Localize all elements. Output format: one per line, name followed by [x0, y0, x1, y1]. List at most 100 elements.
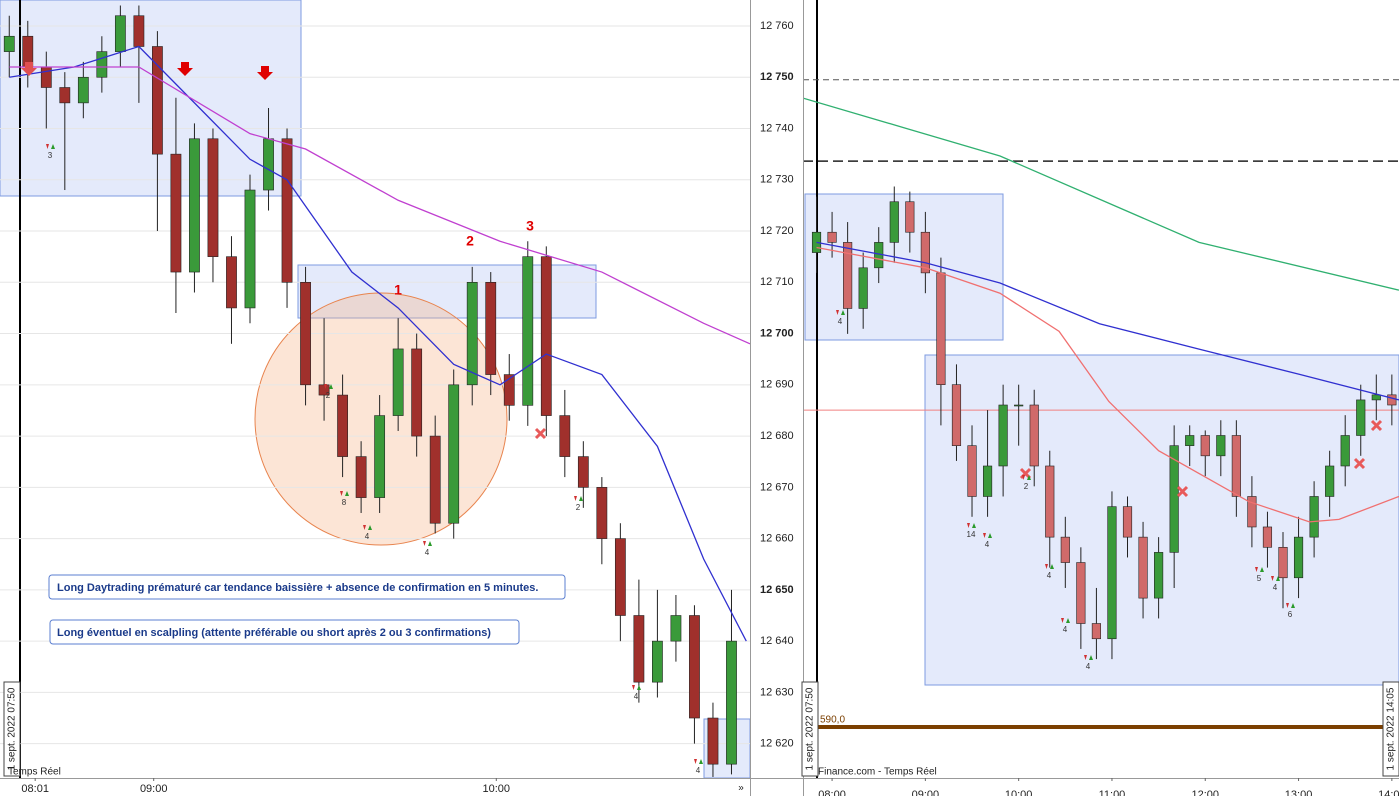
candle-body: [1045, 465, 1055, 538]
signal-arrow: [637, 685, 641, 690]
candle-body: [1107, 506, 1117, 640]
signal-arrow: [177, 62, 193, 76]
signal-arrow: [972, 523, 976, 528]
candle-body: [577, 456, 589, 488]
annotation: 1: [394, 282, 402, 298]
signal-arrow: [699, 759, 703, 764]
y-tick-label: 12 750: [760, 71, 794, 83]
signal-count: 3: [48, 151, 53, 160]
candle-body: [281, 138, 293, 283]
candle-body: [392, 348, 404, 416]
candle-body: [411, 348, 423, 437]
signal-count: 4: [1086, 662, 1091, 671]
y-tick-label: 12 630: [760, 686, 794, 698]
candle-body: [1262, 526, 1273, 548]
candle-body: [951, 384, 962, 446]
candle-body: [1278, 546, 1288, 579]
signal-count: 14: [967, 530, 976, 539]
candle-body: [920, 231, 930, 274]
candle-body: [1309, 496, 1319, 538]
candle-body: [448, 384, 460, 524]
x-tick-label: 12:00: [1191, 789, 1219, 796]
y-tick-label: 12 730: [760, 174, 794, 186]
note-text: Long Daytrading prématuré car tendance b…: [57, 582, 538, 594]
candle-body: [226, 256, 237, 309]
signal-arrow: [329, 384, 333, 389]
annotation: 1 sept. 2022 14:05: [1386, 687, 1397, 770]
y-tick-label: 12 680: [760, 430, 794, 442]
candle-body: [889, 201, 899, 243]
annotation: 2: [466, 233, 474, 249]
date-box: [1382, 681, 1399, 777]
candle-body: [843, 242, 853, 309]
candle-body: [707, 717, 719, 765]
signal-arrow: [1022, 475, 1025, 480]
candle-body: [1356, 399, 1366, 436]
candle-body: [614, 538, 626, 616]
candle-body: [40, 66, 52, 88]
x-tick-label: 14:00: [1378, 789, 1399, 796]
signal-arrow: [967, 523, 970, 528]
x-tick-label: 08:00: [818, 789, 846, 796]
candle-body: [77, 76, 89, 104]
y-tick-label: 12 760: [760, 20, 794, 32]
annotation: 1 sept. 2022 07:50: [7, 687, 18, 770]
candle-body: [858, 267, 868, 309]
candle-body: [670, 615, 682, 642]
candle-body: [1014, 404, 1024, 407]
y-tick-label: 12 740: [760, 122, 794, 134]
signal-count: 4: [365, 532, 370, 541]
candle-body: [827, 231, 837, 243]
signal-arrow: [983, 533, 986, 538]
candle-body: [540, 256, 552, 416]
signal-arrow: [21, 62, 37, 76]
candle-body: [1200, 435, 1210, 457]
x-tick-label: 11:00: [1099, 789, 1126, 796]
y-tick-label: 12 690: [760, 379, 794, 391]
y-tick-label: 12 710: [760, 276, 794, 288]
date-box: [801, 681, 819, 777]
y-tick-label: 12 640: [760, 635, 794, 647]
candle-body: [318, 384, 330, 396]
candle-body: [133, 15, 145, 47]
y-tick-label: 12 650: [760, 584, 794, 596]
candle-body: [207, 138, 219, 257]
candle-body: [300, 281, 311, 386]
signal-arrow: [1286, 603, 1289, 608]
candle-body: [355, 456, 367, 498]
signal-count: 4: [425, 548, 430, 557]
signal-arrow: [340, 491, 343, 496]
signal-arrow: [363, 525, 366, 530]
moving-average: [816, 246, 1399, 523]
candle-body: [485, 281, 497, 375]
signal-arrow: [1271, 576, 1274, 581]
signal-arrow: [1291, 603, 1295, 608]
left-plot: [0, 0, 750, 778]
signal-count: 4: [838, 317, 843, 326]
candle-body: [689, 615, 700, 719]
signal-count: 4: [696, 766, 701, 775]
moving-average: [816, 241, 1399, 401]
date-box: [3, 681, 21, 777]
signal-arrow: [368, 525, 372, 530]
x-tick-label: 13:00: [1285, 789, 1313, 796]
note-box: [48, 574, 566, 600]
candle-body: [967, 445, 977, 497]
signal-count: 2: [326, 391, 331, 400]
annotation: 1 sept. 2022 07:50: [805, 687, 816, 770]
candle-body: [998, 404, 1008, 467]
signal-arrow: [579, 496, 583, 501]
candle-body: [1060, 536, 1070, 563]
candle-body: [652, 640, 663, 683]
signal-arrow: [836, 310, 839, 315]
candle-body: [1029, 404, 1039, 467]
y-tick-label: 12 670: [760, 481, 794, 493]
signal-arrow: [841, 310, 845, 315]
moving-average: [9, 66, 750, 345]
y-tick-label: 12 620: [760, 738, 794, 750]
zone-box: [0, 0, 302, 197]
candle-body: [726, 640, 737, 765]
candle-body: [596, 487, 608, 539]
